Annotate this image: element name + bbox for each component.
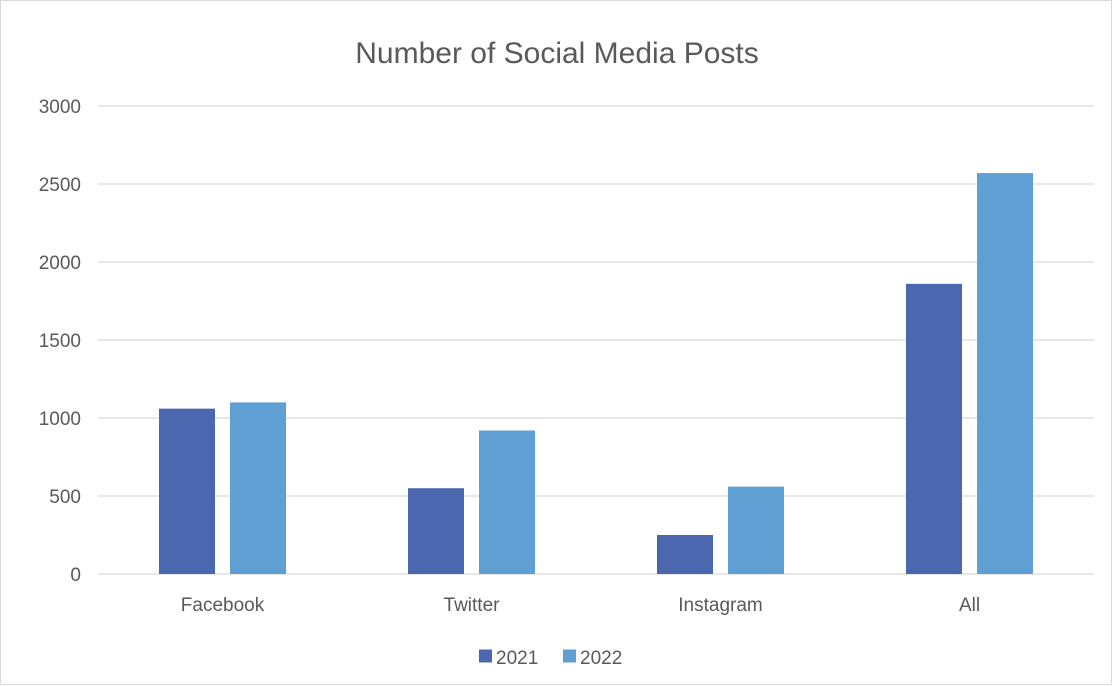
legend-label: 2022: [580, 648, 622, 669]
y-axis-tick-labels: 0 500 1000 1500 2000 2500 3000: [39, 97, 81, 586]
y-tick-label: 0: [70, 565, 81, 586]
bar-facebook-2021: [159, 408, 215, 574]
bar-twitter-2022: [479, 430, 535, 574]
bars: [159, 173, 1033, 574]
y-tick-label: 3000: [39, 97, 81, 118]
x-axis-tick-labels: Facebook Twitter Instagram All: [181, 595, 980, 616]
x-tick-label: Instagram: [678, 595, 762, 616]
x-tick-label: Twitter: [444, 595, 501, 616]
chart-title: Number of Social Media Posts: [355, 37, 759, 70]
bar-facebook-2022: [230, 402, 286, 574]
legend: 2021 2022: [479, 648, 622, 669]
y-tick-label: 2500: [39, 175, 81, 196]
y-tick-label: 500: [49, 487, 81, 508]
legend-item-2022: 2022: [563, 648, 622, 669]
y-tick-label: 1500: [39, 331, 81, 352]
x-tick-label: All: [959, 595, 980, 616]
legend-label: 2021: [496, 648, 538, 669]
bar-twitter-2021: [408, 488, 464, 574]
legend-swatch: [563, 649, 576, 663]
legend-item-2021: 2021: [479, 648, 538, 669]
bar-all-2021: [906, 283, 962, 574]
x-tick-label: Facebook: [181, 595, 265, 616]
bar-instagram-2022: [728, 486, 784, 574]
y-tick-label: 1000: [39, 409, 81, 430]
legend-swatch: [479, 649, 492, 663]
bar-all-2022: [977, 173, 1033, 574]
y-tick-label: 2000: [39, 253, 81, 274]
bar-instagram-2021: [657, 535, 713, 574]
